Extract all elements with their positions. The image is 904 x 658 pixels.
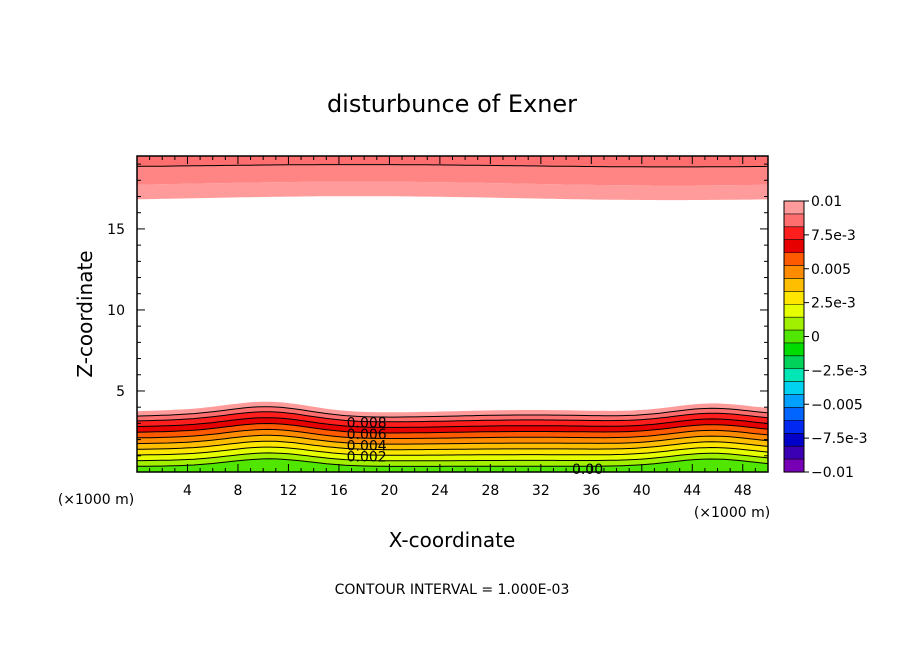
colorbar-swatch bbox=[784, 304, 804, 318]
colorbar-swatch bbox=[784, 381, 804, 396]
contour-band bbox=[137, 441, 768, 456]
colorbar-labels: 0.01 7.5e-3 0.005 2.5e-3 0 −2.5e-3 −0.005 −7.5e… bbox=[804, 194, 868, 481]
x-tick-label: 16 bbox=[330, 483, 348, 499]
contour-band bbox=[137, 447, 768, 461]
contour-line bbox=[136, 417, 769, 428]
chart-title: disturbunce of Exner bbox=[327, 90, 577, 118]
contour-line bbox=[137, 458, 769, 467]
colorbar-label: 7.5e-3 bbox=[811, 228, 856, 244]
colorbar-swatch bbox=[784, 252, 804, 267]
colorbar-swatch bbox=[784, 407, 804, 421]
colorbar-label: 0.01 bbox=[811, 194, 842, 210]
colorbar-swatch bbox=[784, 433, 804, 447]
colorbar-label: 2.5e-3 bbox=[811, 296, 856, 312]
colorbar-swatch bbox=[784, 239, 804, 254]
contour-band bbox=[137, 411, 768, 428]
colorbar-swatch bbox=[784, 317, 804, 331]
x-axis-title: X-coordinate bbox=[389, 528, 516, 552]
x-tick-label: 44 bbox=[683, 483, 701, 499]
x-unit-label-left: (×1000 m) bbox=[58, 492, 134, 508]
colorbar-label: −2.5e-3 bbox=[811, 363, 868, 379]
contour-band bbox=[137, 423, 768, 439]
colorbar-swatch bbox=[784, 394, 804, 409]
x-tick-label: 28 bbox=[481, 483, 499, 499]
contour-band bbox=[137, 401, 768, 418]
contour-label: 0.00 bbox=[572, 462, 603, 478]
y-axis-title: Z-coordinate bbox=[73, 250, 97, 377]
x-tick-label: 8 bbox=[233, 483, 242, 499]
contour-band bbox=[137, 406, 768, 422]
y-tick-label: 5 bbox=[116, 384, 125, 400]
colorbar-swatch bbox=[784, 330, 804, 344]
y-tick-label: 15 bbox=[107, 222, 125, 238]
contour-label: 0.006 bbox=[347, 427, 387, 443]
colorbar-swatch bbox=[784, 291, 804, 305]
colorbar-label: −7.5e-3 bbox=[811, 431, 868, 447]
colorbar-swatch bbox=[784, 368, 804, 383]
colorbar-label: −0.005 bbox=[811, 397, 863, 413]
contour-label: 0.004 bbox=[347, 438, 387, 454]
contour-line bbox=[136, 440, 769, 451]
contour-line bbox=[136, 446, 769, 456]
x-tick-label: 40 bbox=[633, 483, 651, 499]
colorbar bbox=[783, 200, 805, 473]
x-tick-label: 12 bbox=[280, 483, 298, 499]
colorbar-swatch bbox=[784, 278, 804, 292]
contour-line bbox=[136, 422, 769, 434]
contour-band bbox=[137, 458, 768, 472]
contour-band bbox=[137, 429, 768, 445]
colorbar-swatch bbox=[784, 226, 804, 241]
colorbar-swatch bbox=[784, 446, 804, 460]
colorbar-swatch bbox=[784, 201, 804, 215]
x-tick-label: 32 bbox=[532, 483, 550, 499]
colorbar-swatch bbox=[784, 420, 804, 434]
contour-band bbox=[137, 435, 768, 450]
contour-line bbox=[137, 452, 769, 462]
x-unit-label-right: (×1000 m) bbox=[694, 505, 770, 521]
contour-band bbox=[137, 156, 768, 167]
contour-line bbox=[136, 434, 769, 445]
x-tick-label: 4 bbox=[183, 483, 192, 499]
colorbar-swatch bbox=[784, 459, 804, 473]
x-tick-label: 20 bbox=[380, 483, 398, 499]
contour-label: 0.008 bbox=[347, 416, 387, 432]
x-tick-label: 36 bbox=[582, 483, 600, 499]
contour-line bbox=[136, 406, 769, 418]
contour-band bbox=[137, 417, 768, 433]
colorbar-swatch bbox=[784, 355, 804, 370]
x-tick-label: 24 bbox=[431, 483, 449, 499]
colorbar-swatch bbox=[784, 265, 804, 280]
colorbar-label: −0.01 bbox=[811, 465, 854, 481]
contour-lines bbox=[136, 164, 769, 467]
y-tick-labels: 5 10 15 bbox=[107, 222, 125, 400]
contour-line bbox=[136, 428, 769, 439]
x-tick-labels: 4 8 12 16 20 24 28 32 36 40 44 48 bbox=[183, 483, 752, 499]
colorbar-swatch bbox=[784, 213, 804, 228]
contour-band bbox=[137, 452, 768, 467]
contour-band bbox=[137, 164, 768, 186]
axis-ticks bbox=[137, 156, 768, 472]
contour-band bbox=[137, 181, 768, 201]
contour-fills bbox=[137, 156, 768, 472]
x-tick-label: 48 bbox=[734, 483, 752, 499]
colorbar-swatch bbox=[784, 342, 804, 357]
contour-line bbox=[136, 411, 769, 423]
contour-label: 0.002 bbox=[347, 450, 387, 466]
y-tick-label: 10 bbox=[107, 303, 125, 319]
colorbar-label: 0.005 bbox=[811, 262, 851, 278]
contour-interval-footer: CONTOUR INTERVAL = 1.000E-03 bbox=[335, 582, 570, 598]
colorbar-label: 0 bbox=[811, 330, 820, 346]
contour-line bbox=[136, 164, 769, 168]
